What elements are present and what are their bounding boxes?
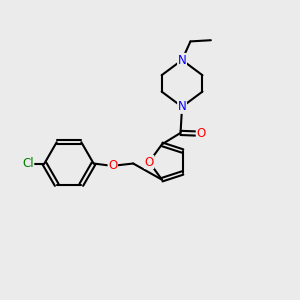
Text: N: N <box>178 53 186 67</box>
Text: O: O <box>145 155 154 169</box>
Text: O: O <box>196 127 206 140</box>
Text: Cl: Cl <box>22 157 34 170</box>
Text: N: N <box>178 100 186 113</box>
Text: O: O <box>108 159 117 172</box>
